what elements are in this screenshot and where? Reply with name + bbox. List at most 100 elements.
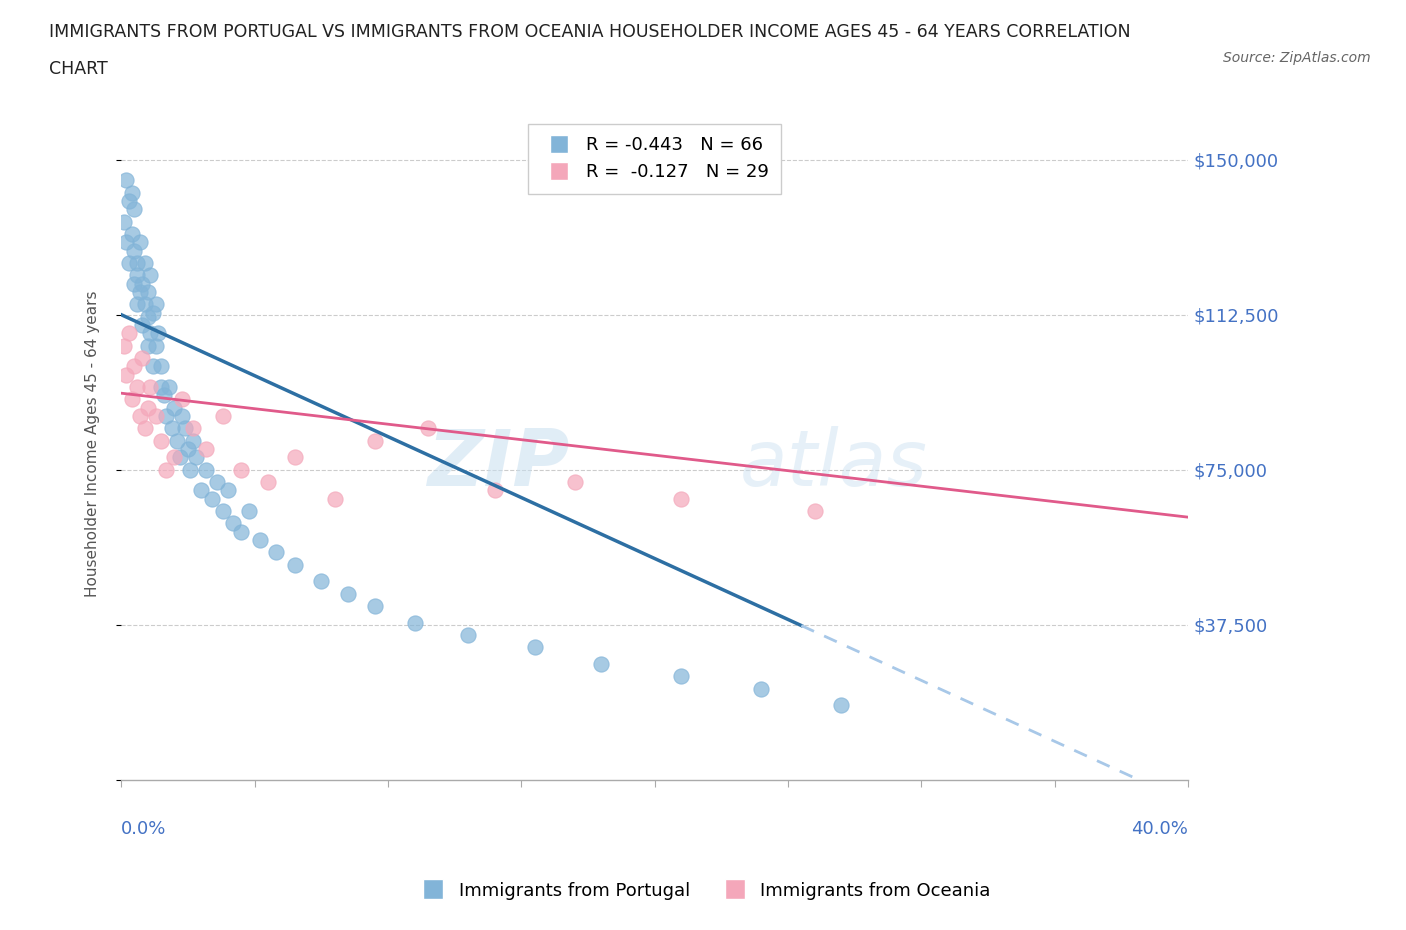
Point <box>564 474 586 489</box>
Point <box>181 433 204 448</box>
Point <box>257 474 280 489</box>
Point <box>249 533 271 548</box>
Point <box>190 483 212 498</box>
Point <box>134 256 156 271</box>
Point <box>150 433 173 448</box>
Point <box>264 545 287 560</box>
Point <box>145 297 167 312</box>
Point <box>195 442 218 457</box>
Point <box>195 462 218 477</box>
Point <box>166 433 188 448</box>
Point <box>169 450 191 465</box>
Point <box>128 235 150 250</box>
Point <box>174 421 197 436</box>
Point <box>142 359 165 374</box>
Point <box>184 450 207 465</box>
Point <box>238 503 260 518</box>
Point <box>523 640 546 655</box>
Y-axis label: Householder Income Ages 45 - 64 years: Householder Income Ages 45 - 64 years <box>86 290 100 597</box>
Point <box>121 185 143 200</box>
Point <box>283 557 305 572</box>
Point <box>217 483 239 498</box>
Point <box>145 339 167 353</box>
Point <box>671 669 693 684</box>
Point <box>181 421 204 436</box>
Point <box>118 193 141 208</box>
Point <box>363 433 385 448</box>
Point <box>201 491 224 506</box>
Point <box>131 351 153 365</box>
Point <box>160 421 183 436</box>
Point <box>211 503 233 518</box>
Point <box>671 491 693 506</box>
Text: atlas: atlas <box>740 426 928 502</box>
Point <box>309 574 332 589</box>
Point <box>336 586 359 601</box>
Point <box>127 268 149 283</box>
Point <box>127 379 149 394</box>
Point <box>457 628 479 643</box>
Point <box>231 525 253 539</box>
Point <box>172 392 194 406</box>
Legend: Immigrants from Portugal, Immigrants from Oceania: Immigrants from Portugal, Immigrants fro… <box>408 874 998 907</box>
Text: CHART: CHART <box>49 60 108 78</box>
Point <box>139 326 162 340</box>
Point <box>136 285 159 299</box>
Point <box>172 408 194 423</box>
Point <box>124 276 146 291</box>
Point <box>112 339 135 353</box>
Point <box>128 408 150 423</box>
Point <box>484 483 506 498</box>
Point <box>830 698 852 712</box>
Point <box>211 408 233 423</box>
Point <box>363 599 385 614</box>
Point <box>205 474 228 489</box>
Point <box>148 326 170 340</box>
Point <box>157 379 180 394</box>
Point <box>749 682 772 697</box>
Point <box>112 214 135 229</box>
Point <box>155 408 177 423</box>
Point <box>179 462 201 477</box>
Text: IMMIGRANTS FROM PORTUGAL VS IMMIGRANTS FROM OCEANIA HOUSEHOLDER INCOME AGES 45 -: IMMIGRANTS FROM PORTUGAL VS IMMIGRANTS F… <box>49 23 1130 41</box>
Point <box>115 367 138 382</box>
Point <box>124 202 146 217</box>
Point <box>115 235 138 250</box>
Point <box>136 339 159 353</box>
Point <box>155 462 177 477</box>
Point <box>134 297 156 312</box>
Text: Source: ZipAtlas.com: Source: ZipAtlas.com <box>1223 51 1371 65</box>
Point <box>323 491 346 506</box>
Point <box>124 359 146 374</box>
Point <box>134 421 156 436</box>
Text: ZIP: ZIP <box>427 426 569 502</box>
Point <box>222 516 245 531</box>
Point <box>163 400 186 415</box>
Point <box>121 392 143 406</box>
Point <box>283 450 305 465</box>
Point <box>136 400 159 415</box>
Point <box>121 227 143 242</box>
Point <box>136 310 159 325</box>
Point <box>145 408 167 423</box>
Point <box>803 503 825 518</box>
Point <box>131 317 153 332</box>
Text: 40.0%: 40.0% <box>1132 820 1188 838</box>
Point <box>128 285 150 299</box>
Point <box>127 256 149 271</box>
Point <box>118 256 141 271</box>
Text: 0.0%: 0.0% <box>121 820 166 838</box>
Point <box>177 442 200 457</box>
Point <box>127 297 149 312</box>
Point <box>591 657 613 671</box>
Legend: R = -0.443   N = 66, R =  -0.127   N = 29: R = -0.443 N = 66, R = -0.127 N = 29 <box>529 124 782 194</box>
Point <box>153 388 176 403</box>
Point <box>139 379 162 394</box>
Point <box>115 173 138 188</box>
Point <box>150 379 173 394</box>
Point <box>124 243 146 258</box>
Point <box>163 450 186 465</box>
Point <box>150 359 173 374</box>
Point <box>131 276 153 291</box>
Point <box>142 305 165 320</box>
